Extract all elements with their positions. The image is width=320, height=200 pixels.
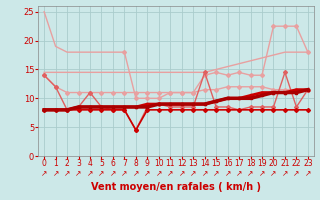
Text: ↗: ↗ xyxy=(98,169,105,178)
Text: ↗: ↗ xyxy=(156,169,162,178)
Text: ↗: ↗ xyxy=(293,169,300,178)
Text: ↗: ↗ xyxy=(110,169,116,178)
Text: ↗: ↗ xyxy=(202,169,208,178)
Text: ↗: ↗ xyxy=(167,169,173,178)
Text: ↗: ↗ xyxy=(247,169,254,178)
Text: ↗: ↗ xyxy=(213,169,219,178)
Text: ↗: ↗ xyxy=(121,169,128,178)
Text: ↗: ↗ xyxy=(282,169,288,178)
Text: ↗: ↗ xyxy=(259,169,265,178)
Text: ↗: ↗ xyxy=(41,169,47,178)
Text: ↗: ↗ xyxy=(75,169,82,178)
Text: ↗: ↗ xyxy=(133,169,139,178)
Text: ↗: ↗ xyxy=(190,169,196,178)
Text: ↗: ↗ xyxy=(305,169,311,178)
Text: ↗: ↗ xyxy=(87,169,93,178)
Text: ↗: ↗ xyxy=(179,169,185,178)
X-axis label: Vent moyen/en rafales ( km/h ): Vent moyen/en rafales ( km/h ) xyxy=(91,182,261,192)
Text: ↗: ↗ xyxy=(236,169,242,178)
Text: ↗: ↗ xyxy=(224,169,231,178)
Text: ↗: ↗ xyxy=(270,169,277,178)
Text: ↗: ↗ xyxy=(52,169,59,178)
Text: ↗: ↗ xyxy=(64,169,70,178)
Text: ↗: ↗ xyxy=(144,169,150,178)
